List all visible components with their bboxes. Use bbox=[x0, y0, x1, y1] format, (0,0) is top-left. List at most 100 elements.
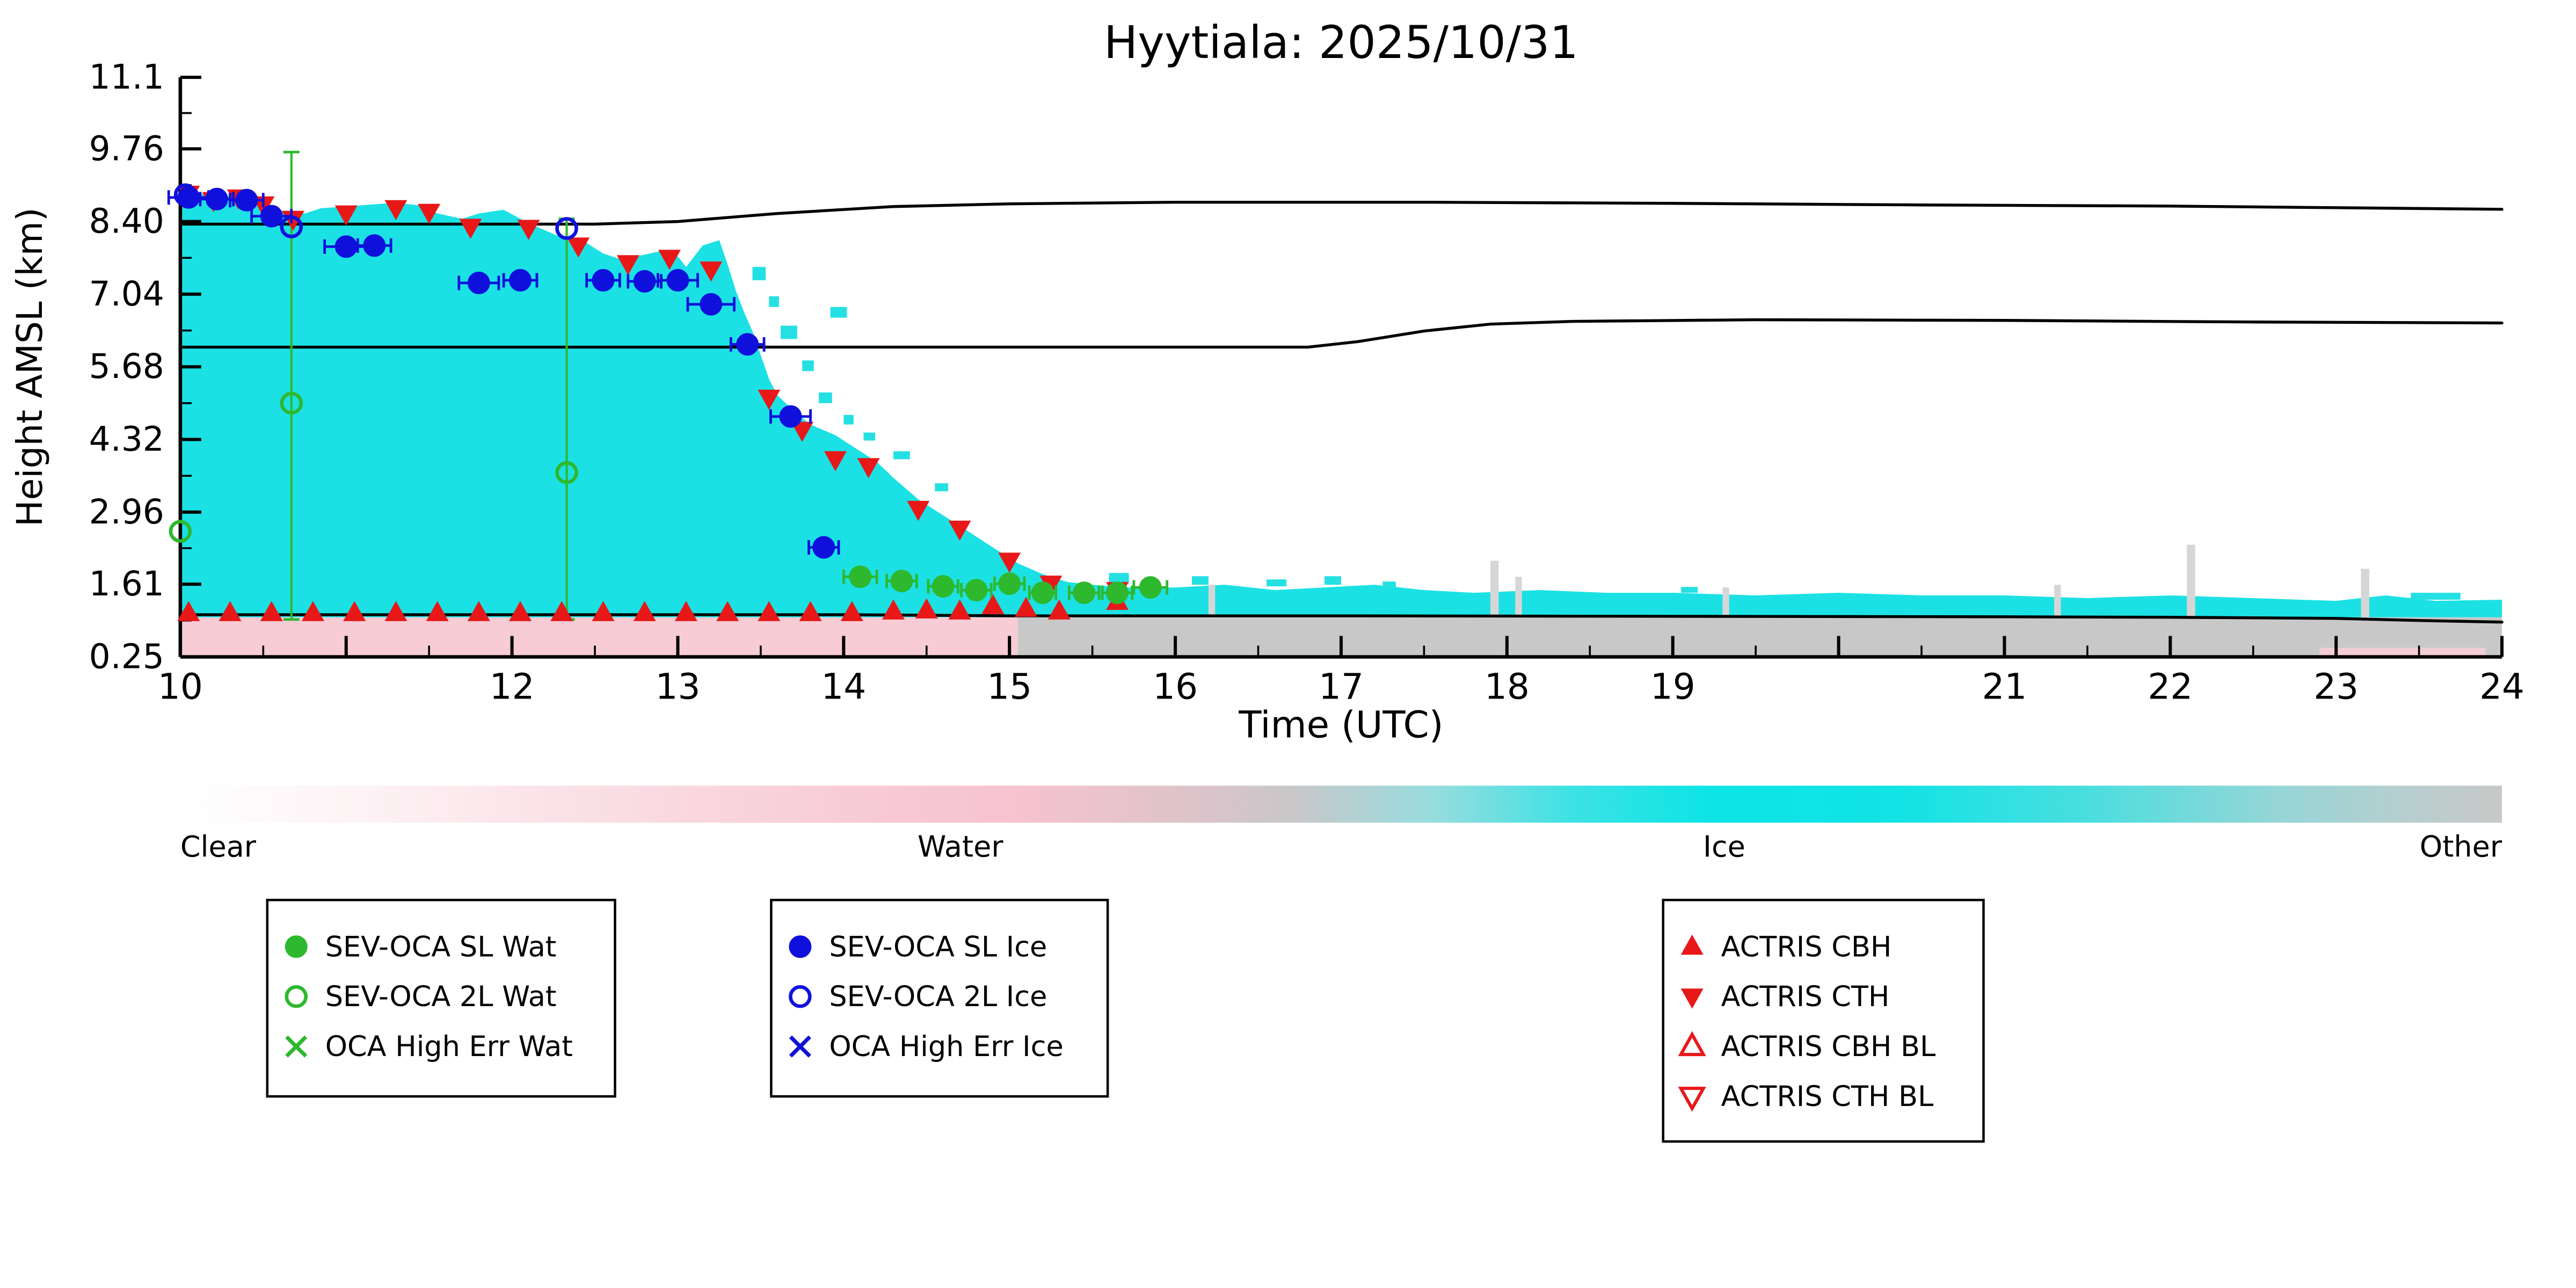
open-circle-marker bbox=[555, 217, 578, 240]
triangle-down-marker bbox=[857, 458, 880, 478]
filled-circle-marker bbox=[633, 270, 656, 293]
open-circle-marker bbox=[173, 183, 197, 207]
triangle-up-marker bbox=[301, 601, 324, 621]
speckle bbox=[2187, 544, 2195, 617]
upper-contour bbox=[179, 200, 2504, 226]
ice-region bbox=[180, 192, 2502, 617]
triangle-up-marker bbox=[882, 599, 905, 620]
triangle-down-marker bbox=[948, 520, 971, 541]
speckle bbox=[2411, 593, 2461, 600]
triangle-down-marker bbox=[567, 237, 590, 258]
y-tick-label: 9.76 bbox=[89, 129, 164, 168]
filled-circle-marker bbox=[363, 234, 386, 257]
legend-box-0: SEV-OCA SL Wat SEV-OCA 2L Wat OCA High Err… bbox=[266, 899, 616, 1098]
speckle bbox=[1681, 587, 1698, 593]
legend-box-1: SEV-OCA SL Ice SEV-OCA 2L Ice OCA High Err… bbox=[770, 899, 1109, 1098]
filled-circle-marker bbox=[285, 935, 308, 958]
x-tick-label: 18 bbox=[1485, 666, 1530, 707]
triangle-up-marker bbox=[1015, 596, 1038, 617]
filled-circle-marker bbox=[205, 187, 228, 210]
filled-circle-marker bbox=[812, 536, 835, 559]
x-marker bbox=[285, 1035, 308, 1058]
y-tick-label: 1.61 bbox=[89, 564, 164, 603]
triangle-up-marker bbox=[219, 601, 242, 621]
x-tick-label: 17 bbox=[1319, 666, 1364, 707]
x-tick-label: 22 bbox=[2148, 666, 2193, 707]
x-tick-label: 24 bbox=[2479, 666, 2524, 707]
filled-circle-marker bbox=[932, 575, 955, 598]
triangle-up-marker bbox=[1047, 599, 1071, 620]
legend-item-label: SEV-OCA 2L Ice bbox=[829, 980, 1047, 1013]
triangle-down-marker bbox=[700, 261, 723, 282]
speckle bbox=[819, 392, 832, 403]
legend-frame bbox=[266, 899, 616, 1098]
filled-circle-marker bbox=[1031, 581, 1054, 605]
legend-item-label: SEV-OCA 2L Wat bbox=[325, 980, 557, 1013]
filled-circle-marker bbox=[700, 293, 723, 316]
speckle bbox=[2319, 647, 2486, 657]
legend-item-label: OCA High Err Ice bbox=[829, 1030, 1063, 1063]
speckle bbox=[1490, 561, 1499, 617]
legend-item-label: ACTRIS CTH bbox=[1721, 980, 1890, 1013]
x-tick-label: 12 bbox=[490, 666, 535, 707]
triangle-up-marker bbox=[426, 601, 449, 621]
chart-layers: 10 12 13 14 15 16 17 18 19 21 22 23 24 0.25 1.61 2.96 4.… bbox=[89, 57, 2524, 1143]
speckle bbox=[2054, 585, 2061, 617]
speckle bbox=[830, 307, 847, 318]
speckle bbox=[802, 360, 814, 372]
y-tick-label: 4.32 bbox=[89, 420, 164, 459]
y-tick-label: 8.40 bbox=[89, 202, 164, 241]
speckle bbox=[1208, 585, 1216, 617]
middle-contour bbox=[179, 318, 2504, 349]
triangle-down-marker bbox=[1678, 1087, 1706, 1112]
triangle-down-marker bbox=[384, 200, 407, 221]
legend-box-2: ACTRIS CBH ACTRIS CTH ACTRIS CBH BL ACTRIS … bbox=[1662, 899, 1985, 1143]
triangle-down-marker bbox=[791, 421, 814, 442]
colorbar-label-clear: Clear bbox=[180, 829, 257, 863]
y-tick-label: 2.96 bbox=[89, 492, 164, 532]
y-tick-label: 7.04 bbox=[89, 274, 164, 314]
x-tick-label: 21 bbox=[1982, 666, 2027, 707]
x-tick-label: 13 bbox=[655, 666, 700, 707]
triangle-down-marker bbox=[907, 500, 930, 521]
series-sev-oca-sl-wat bbox=[842, 565, 1169, 605]
triangle-down-marker bbox=[517, 220, 540, 241]
filled-circle-marker bbox=[1139, 576, 1162, 599]
open-circle-marker bbox=[555, 461, 578, 484]
triangle-up-marker bbox=[948, 599, 971, 620]
triangle-up-marker bbox=[915, 598, 938, 618]
triangle-up-marker bbox=[509, 601, 532, 621]
triangle-up-marker bbox=[981, 594, 1005, 614]
series-sev-oca-2l-ice bbox=[173, 183, 578, 240]
triangle-up-marker bbox=[550, 601, 573, 621]
filled-circle-marker bbox=[509, 269, 532, 292]
legend-item-label: ACTRIS CBH bbox=[1721, 930, 1892, 963]
triangle-up-marker bbox=[384, 601, 407, 621]
x-tick-label: 19 bbox=[1650, 666, 1695, 707]
speckle bbox=[752, 267, 766, 281]
open-circle-marker bbox=[285, 985, 308, 1008]
speckle bbox=[843, 414, 854, 425]
x-axis-label: Time (UTC) bbox=[1238, 703, 1443, 746]
triangle-up-marker bbox=[343, 601, 366, 621]
x-tick-label: 15 bbox=[987, 666, 1032, 707]
series-sev-oca-2l-wat bbox=[169, 391, 578, 543]
filled-circle-marker bbox=[1105, 581, 1129, 605]
triangle-up-marker bbox=[177, 601, 200, 621]
triangle-down-marker bbox=[459, 219, 482, 239]
filled-circle-marker bbox=[1073, 581, 1096, 605]
series-sev-oca-sl-ice bbox=[167, 186, 840, 559]
triangle-up-marker bbox=[674, 601, 697, 621]
speckle bbox=[1515, 577, 1522, 617]
open-circle-marker bbox=[789, 985, 812, 1008]
colorbar bbox=[180, 785, 2502, 823]
triangle-down-marker bbox=[1680, 988, 1704, 1009]
legend-item-label: ACTRIS CBH BL bbox=[1721, 1030, 1936, 1063]
x-tick-label: 23 bbox=[2313, 666, 2359, 707]
speckle bbox=[2361, 569, 2369, 617]
y-tick-label: 0.25 bbox=[89, 637, 164, 676]
triangle-down-marker bbox=[658, 250, 681, 270]
speckle bbox=[1191, 576, 1209, 585]
